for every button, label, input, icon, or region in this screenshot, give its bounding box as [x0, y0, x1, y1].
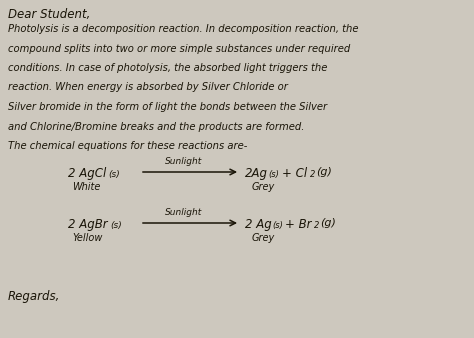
Text: compound splits into two or more simple substances under required: compound splits into two or more simple … — [8, 44, 350, 53]
Text: Grey: Grey — [252, 233, 275, 243]
Text: 2: 2 — [314, 221, 319, 230]
Text: Yellow: Yellow — [72, 233, 102, 243]
Text: Dear Student,: Dear Student, — [8, 8, 91, 21]
Text: (s): (s) — [268, 170, 279, 179]
Text: (s): (s) — [272, 221, 283, 230]
Text: Silver bromide in the form of light the bonds between the Silver: Silver bromide in the form of light the … — [8, 102, 327, 112]
Text: 2 AgCl: 2 AgCl — [68, 167, 106, 180]
Text: + Cl: + Cl — [282, 167, 307, 180]
Text: (g): (g) — [316, 167, 332, 177]
Text: Sunlight: Sunlight — [165, 157, 202, 166]
Text: 2 Ag: 2 Ag — [245, 218, 272, 231]
Text: reaction. When energy is absorbed by Silver Chloride or: reaction. When energy is absorbed by Sil… — [8, 82, 288, 93]
Text: (g): (g) — [320, 218, 336, 228]
Text: Grey: Grey — [252, 182, 275, 192]
Text: (s): (s) — [110, 221, 122, 230]
Text: conditions. In case of photolysis, the absorbed light triggers the: conditions. In case of photolysis, the a… — [8, 63, 328, 73]
Text: Regards,: Regards, — [8, 290, 60, 303]
Text: 2 AgBr: 2 AgBr — [68, 218, 108, 231]
Text: + Br: + Br — [285, 218, 311, 231]
Text: White: White — [72, 182, 100, 192]
Text: 2: 2 — [310, 170, 315, 179]
Text: The chemical equations for these reactions are-: The chemical equations for these reactio… — [8, 141, 247, 151]
Text: Sunlight: Sunlight — [165, 208, 202, 217]
Text: (s): (s) — [108, 170, 120, 179]
Text: Photolysis is a decomposition reaction. In decomposition reaction, the: Photolysis is a decomposition reaction. … — [8, 24, 358, 34]
Text: 2Ag: 2Ag — [245, 167, 268, 180]
Text: and Chlorine/Bromine breaks and the products are formed.: and Chlorine/Bromine breaks and the prod… — [8, 121, 304, 131]
